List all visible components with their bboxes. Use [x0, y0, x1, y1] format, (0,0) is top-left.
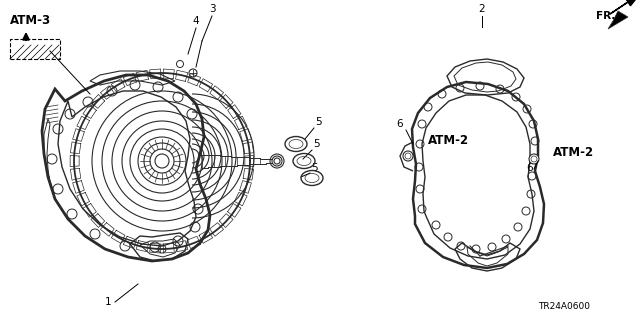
Text: 2: 2 [479, 4, 485, 14]
Circle shape [403, 151, 413, 161]
Text: ATM-2: ATM-2 [428, 134, 469, 147]
Text: ATM-2: ATM-2 [553, 146, 594, 159]
Text: 6: 6 [527, 163, 533, 173]
Text: 5: 5 [313, 139, 319, 149]
FancyArrow shape [610, 0, 639, 14]
Circle shape [529, 154, 539, 164]
Text: 3: 3 [209, 4, 215, 14]
Text: 5: 5 [315, 117, 321, 127]
Text: TR24A0600: TR24A0600 [538, 302, 590, 311]
Text: 1: 1 [105, 297, 111, 307]
Text: FR.: FR. [596, 11, 616, 21]
Text: 6: 6 [397, 119, 403, 129]
Text: 4: 4 [193, 16, 199, 26]
Polygon shape [608, 11, 628, 29]
Text: ATM-3: ATM-3 [10, 14, 51, 27]
Bar [10, 39, 60, 59]
Text: 5: 5 [310, 163, 317, 173]
